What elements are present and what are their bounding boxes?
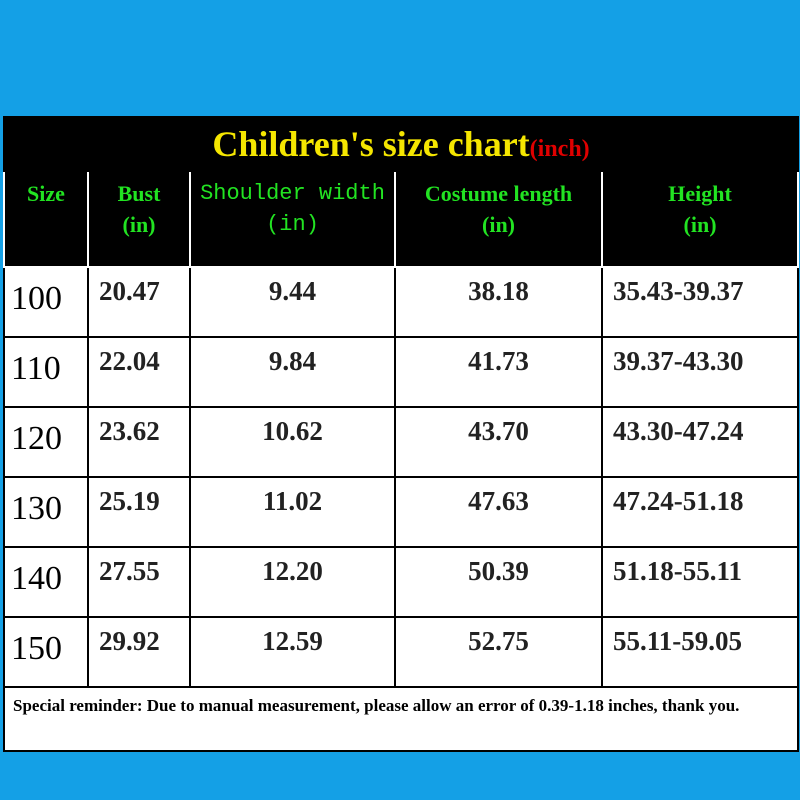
header-text: Height xyxy=(668,181,732,206)
table-cell: 38.18 xyxy=(394,266,603,338)
header-cell: Bust (in) xyxy=(87,170,191,268)
table-cell: 29.92 xyxy=(87,616,191,688)
header-cell: Shoulder width (in) xyxy=(189,170,396,268)
table-cell: 120 xyxy=(3,406,89,478)
table-cell: 100 xyxy=(3,266,89,338)
table-cell: 110 xyxy=(3,336,89,408)
table-cell: 10.62 xyxy=(189,406,396,478)
table-body: 100 20.47 9.44 38.18 35.43-39.37 110 22.04 9.84… xyxy=(3,266,800,688)
table-cell: 22.04 xyxy=(87,336,191,408)
table-cell: 12.20 xyxy=(189,546,396,618)
header-text: (in) xyxy=(482,212,515,237)
header-text: (in) xyxy=(683,212,717,237)
table-cell: 43.30-47.24 xyxy=(600,406,800,478)
table-row: 140 27.55 12.20 50.39 51.18-55.11 xyxy=(3,546,800,618)
table-cell: 130 xyxy=(3,476,89,548)
title-cell: Children's size chart(inch) xyxy=(2,116,800,172)
table-cell: 25.19 xyxy=(87,476,191,548)
table-row: 100 20.47 9.44 38.18 35.43-39.37 xyxy=(3,266,800,338)
header-cell: Size xyxy=(3,170,89,268)
table-cell: 41.73 xyxy=(394,336,603,408)
header-cell: Costume length (in) xyxy=(394,170,603,268)
table-row: 150 29.92 12.59 52.75 55.11-59.05 xyxy=(3,616,800,688)
table-cell: 9.44 xyxy=(189,266,396,338)
table-cell: 52.75 xyxy=(394,616,603,688)
table-cell: 43.70 xyxy=(394,406,603,478)
table-cell: 50.39 xyxy=(394,546,603,618)
table-cell: 23.62 xyxy=(87,406,191,478)
table-cell: 47.24-51.18 xyxy=(600,476,800,548)
header-text: (in) xyxy=(122,212,156,237)
header-text: (in) xyxy=(266,212,319,237)
size-chart: Children's size chart(inch) Size Bust (in)… xyxy=(2,116,800,752)
size-table: Children's size chart(inch) Size Bust (in)… xyxy=(2,116,800,752)
header-cell: Height (in) xyxy=(600,170,800,268)
table-row: 110 22.04 9.84 41.73 39.37-43.30 xyxy=(3,336,800,408)
table-cell: 47.63 xyxy=(394,476,603,548)
header-text: Shoulder width xyxy=(200,181,385,206)
title: Children's size chart xyxy=(212,124,530,164)
table-cell: 39.37-43.30 xyxy=(600,336,800,408)
table-cell: 20.47 xyxy=(87,266,191,338)
header-row: Size Bust (in) Shoulder width (in) Costume le… xyxy=(3,170,800,268)
header-text: Bust xyxy=(117,181,161,206)
table-cell: 12.59 xyxy=(189,616,396,688)
table-row: 130 25.19 11.02 47.63 47.24-51.18 xyxy=(3,476,800,548)
table-cell: 140 xyxy=(3,546,89,618)
note-row: Special reminder: Due to manual measurem… xyxy=(2,686,800,752)
title-row: Children's size chart(inch) xyxy=(2,116,800,172)
table-cell: 27.55 xyxy=(87,546,191,618)
header-text: Costume length xyxy=(424,181,573,206)
table-cell: 55.11-59.05 xyxy=(600,616,800,688)
table-cell: 9.84 xyxy=(189,336,396,408)
table-row: 120 23.62 10.62 43.70 43.30-47.24 xyxy=(3,406,800,478)
table-cell: 150 xyxy=(3,616,89,688)
title-unit: (inch) xyxy=(529,136,590,162)
table-cell: 11.02 xyxy=(189,476,396,548)
table-cell: 35.43-39.37 xyxy=(600,266,800,338)
table-cell: 51.18-55.11 xyxy=(600,546,800,618)
note: Special reminder: Due to manual measurem… xyxy=(2,686,800,752)
header-text: Size xyxy=(27,181,65,206)
